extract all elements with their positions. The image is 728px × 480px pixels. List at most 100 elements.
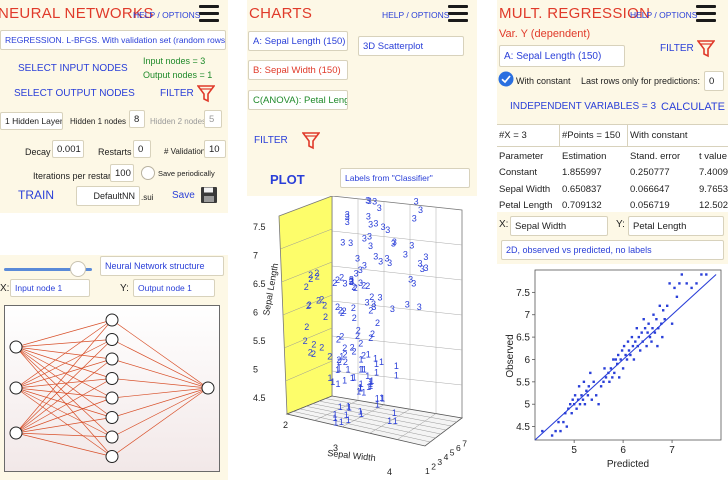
nn-input-node[interactable] <box>9 381 23 395</box>
scatter3d-point-label: 1 <box>344 410 349 420</box>
nn-hidden-node[interactable] <box>105 313 119 327</box>
decay-input[interactable]: 0.001 <box>52 140 84 158</box>
nn-input-node[interactable] <box>9 340 23 354</box>
hamburger-menu-icon[interactable] <box>696 5 716 22</box>
plot-button[interactable]: PLOT <box>270 172 305 187</box>
scatter3d-point-label: 1 <box>352 373 357 383</box>
scatter-point <box>607 371 610 375</box>
scatter3d-point-label: 2 <box>335 302 340 312</box>
with-constant-checkbox[interactable] <box>498 71 514 87</box>
independent-variables-button[interactable]: INDEPENDENT VARIABLES = 3 <box>510 101 657 112</box>
nn-connection <box>15 397 113 434</box>
nn-structure-selector[interactable]: Neural Network structure <box>100 256 224 276</box>
scatter3d-point-label: 2 <box>352 313 357 323</box>
nn-hidden-node[interactable] <box>105 372 119 385</box>
nn-connection <box>15 346 113 399</box>
scatter3d-point-label: 3 <box>371 302 376 312</box>
variable-c-selector[interactable]: C(ANOVA): Petal Lengt <box>248 90 348 110</box>
hidden-layers-selector[interactable]: 1 Hidden Layer <box>0 112 63 130</box>
nn-hidden-node[interactable] <box>105 352 119 366</box>
y-tick-label: 4.5 <box>516 422 530 433</box>
table-cell: 0.066647 <box>630 183 670 195</box>
nn-hidden-node[interactable] <box>105 333 119 346</box>
nn-hidden-node[interactable] <box>105 411 119 424</box>
hamburger-menu-icon[interactable] <box>448 5 468 22</box>
filter-funnel-icon[interactable] <box>197 84 215 104</box>
floppy-disk-icon[interactable] <box>200 186 218 204</box>
iterations-input[interactable]: 100 <box>110 164 134 182</box>
filter-button[interactable]: FILTER <box>660 43 694 54</box>
calculate-button[interactable]: CALCULATE <box>661 101 725 113</box>
scatter3d-point-label: 3 <box>411 279 416 289</box>
save-periodically-checkbox[interactable] <box>141 166 155 180</box>
mode-selector[interactable]: REGRESSION. L-BFGS. With validation set … <box>0 30 226 50</box>
file-name-input[interactable]: DefaultNN <box>76 186 140 206</box>
scatter3d-point-label: 3 <box>408 274 413 284</box>
scatter3d-point-label: 2 <box>369 292 374 302</box>
train-button[interactable]: TRAIN <box>18 188 54 202</box>
nn-hidden-node[interactable] <box>105 450 119 463</box>
nn-connection <box>111 387 209 457</box>
scatter-point <box>668 282 671 285</box>
restarts-input[interactable]: 0 <box>133 140 151 158</box>
scatter-point <box>637 335 640 339</box>
filter-funnel-icon[interactable] <box>697 39 715 59</box>
plot-type-selector[interactable]: 2D, observed vs predicted, no labels <box>501 240 724 260</box>
help-options-link[interactable]: HELP / OPTIONS <box>382 10 450 20</box>
hidden1-nodes-input[interactable]: 8 <box>129 110 145 128</box>
dependent-variable-selector[interactable]: A: Sepal Length (150) <box>499 45 625 67</box>
scatter3d-point-label: 2 <box>368 333 373 343</box>
y-node-selector[interactable]: Output node 1 <box>133 279 215 297</box>
scatter3d-point-label: 1 <box>346 402 351 412</box>
scatter-point <box>661 335 664 339</box>
help-options-link[interactable]: HELP / OPTIONS <box>133 10 201 20</box>
x-tick-label: 4 <box>387 467 392 477</box>
filter-button[interactable]: FILTER <box>160 88 194 99</box>
x-variable-selector[interactable]: Sepal Width <box>510 216 608 236</box>
scatter-point <box>641 340 644 343</box>
z-tick-label: 7.5 <box>253 222 266 232</box>
nn-connection <box>111 378 209 389</box>
validations-input[interactable]: 10 <box>204 140 226 158</box>
nn-hidden-node[interactable] <box>105 430 119 444</box>
structure-slider-track[interactable] <box>4 268 92 271</box>
nn-connection <box>15 378 113 434</box>
scatter-point <box>575 407 578 410</box>
scatter3d-point-label: 2 <box>308 274 313 284</box>
scatter-point <box>663 318 666 321</box>
y-tick-label: 5.5 <box>516 377 530 388</box>
scatter-point <box>567 407 570 410</box>
z-tick-label: 6 <box>253 308 258 318</box>
select-input-nodes-button[interactable]: SELECT INPUT NODES <box>18 63 128 74</box>
select-output-nodes-button[interactable]: SELECT OUTPUT NODES <box>14 88 135 99</box>
x-tick-label: 7 <box>669 445 675 456</box>
y-variable-selector[interactable]: Petal Length <box>628 216 724 236</box>
hidden2-nodes-input[interactable]: 5 <box>204 110 222 128</box>
scatter3d-point-label: 2 <box>311 349 316 359</box>
scatter3d-point-label: 2 <box>355 331 360 341</box>
table-cell: 0.056719 <box>630 200 670 211</box>
structure-slider-thumb[interactable] <box>70 261 86 277</box>
x-node-selector[interactable]: Input node 1 <box>10 279 90 297</box>
variable-b-selector[interactable]: B: Sepal Width (150) <box>248 60 348 80</box>
hamburger-menu-icon[interactable] <box>199 5 219 22</box>
scatter3d-point-label: 3 <box>365 196 370 206</box>
y-tick-label: 4 <box>444 452 449 462</box>
summary-cell: With constant <box>630 130 688 141</box>
nn-input-node[interactable] <box>9 426 23 440</box>
nn-hidden-node[interactable] <box>105 391 119 405</box>
save-button[interactable]: Save <box>172 190 195 201</box>
variable-a-selector[interactable]: A: Sepal Length (150) <box>248 31 348 51</box>
filter-button[interactable]: FILTER <box>254 135 288 146</box>
scatter3d-point-label: 3 <box>378 257 383 267</box>
scatter3d-point-label: 2 <box>306 301 311 311</box>
last-rows-input[interactable]: 0 <box>704 71 724 91</box>
scatter3d-point-label: 2 <box>314 268 319 278</box>
help-options-link[interactable]: HELP / OPTIONS <box>630 10 698 20</box>
nn-output-node[interactable] <box>201 381 215 395</box>
y-axis-title: Observed <box>505 334 516 377</box>
chart-type-selector[interactable]: 3D Scatterplot <box>358 36 464 56</box>
filter-funnel-icon[interactable] <box>302 131 320 151</box>
labels-source-selector[interactable]: Labels from "Classifier" <box>340 168 470 188</box>
summary-cell: #Points = 150 <box>562 130 621 141</box>
